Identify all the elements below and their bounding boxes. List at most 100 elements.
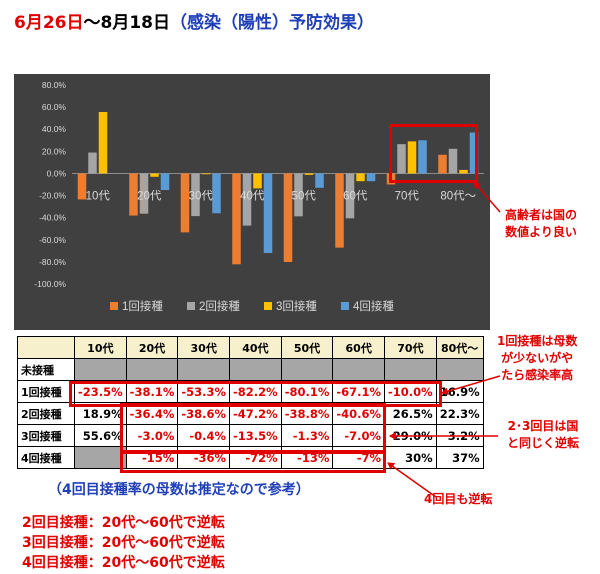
col-header: 30代 — [177, 336, 231, 359]
bar — [418, 140, 427, 174]
bar — [150, 173, 159, 177]
bar — [263, 173, 273, 254]
bar — [366, 173, 376, 182]
table-cell: 29.0% — [384, 424, 437, 447]
title-date-end: ～8月18日 — [83, 13, 171, 33]
callout-second-third-line-1: 2･3回目は国 — [507, 419, 579, 433]
bar — [356, 173, 365, 182]
callout-first-line-2: が少ないがや — [501, 351, 574, 365]
table-row: 2回接種 18.9% -36.4% -38.6% -47.2% -38.8% -… — [17, 402, 484, 425]
table-cell: -36.4% — [125, 402, 179, 425]
bar — [407, 141, 417, 174]
table-cell: -23.5% — [74, 380, 127, 403]
page-title: 6月26日～8月18日（感染（陽性）予防効果） — [14, 8, 374, 33]
callout-second-third: 2･3回目は国 と同じく逆転 — [507, 418, 579, 452]
table-corner — [17, 336, 75, 359]
bar — [304, 173, 314, 175]
table-cell: -80.1% — [280, 380, 334, 403]
table-row: 未接種 — [17, 358, 484, 381]
col-header: 50代 — [280, 336, 334, 359]
y-tick-label: 20.0% — [42, 146, 67, 156]
table-row: 1回接種 -23.5% -38.1% -53.3% -82.2% -80.1% … — [17, 380, 484, 403]
legend-label: 2回接種 — [199, 299, 240, 313]
bar — [253, 173, 262, 189]
bar — [98, 111, 108, 174]
table-cell: -67.1% — [332, 380, 386, 403]
row-label: 4回接種 — [17, 446, 75, 469]
table-cell: 30% — [384, 446, 437, 469]
x-tick-label: 20代 — [137, 189, 162, 202]
bar — [232, 173, 241, 265]
bar — [88, 152, 97, 174]
table-cell — [125, 358, 179, 381]
table-cell: -38.8% — [280, 402, 334, 425]
x-tick-label: 50代 — [292, 189, 317, 202]
table-cell: 37% — [435, 446, 484, 469]
bar — [397, 144, 406, 174]
table-cell: -0.4% — [177, 424, 231, 447]
row-label: 3回接種 — [17, 424, 75, 447]
note-text: （4回目接種率の母数は推定なので参考） — [48, 482, 310, 498]
table-cell: -13.5% — [229, 424, 282, 447]
y-tick-label: 40.0% — [42, 124, 67, 134]
table-cell — [384, 358, 437, 381]
table-cell: -15% — [125, 446, 179, 469]
row-label: 未接種 — [17, 358, 75, 381]
bar — [438, 154, 447, 174]
callout-elderly: 高齢者は国の 数値より良い — [505, 207, 577, 241]
legend-swatch — [187, 302, 195, 310]
x-tick-label: 10代 — [86, 189, 111, 202]
x-tick-label: 40代 — [240, 189, 265, 202]
bar — [448, 148, 458, 174]
col-header: 10代 — [74, 336, 127, 359]
col-header: 20代 — [125, 336, 179, 359]
callout-fourth: 4回目も逆転 — [424, 492, 493, 506]
bar — [212, 173, 221, 214]
bar — [345, 173, 355, 219]
bar — [180, 173, 190, 233]
table-cell: -3.0% — [125, 424, 179, 447]
table-cell: -82.2% — [229, 380, 282, 403]
table-cell — [280, 358, 334, 381]
y-tick-label: 80.0% — [42, 80, 67, 90]
x-tick-label: 30代 — [189, 189, 214, 202]
bar-chart: 80.0% 60.0% 40.0% 20.0% 0.0% -20.0% -40.0% -60.… — [14, 74, 490, 330]
row-label: 1回接種 — [17, 380, 75, 403]
legend-swatch — [110, 302, 118, 310]
y-tick-label: 0.0% — [47, 168, 67, 178]
row-label: 2回接種 — [17, 402, 75, 425]
table-row: 3回接種 55.6% -3.0% -0.4% -13.5% -1.3% -7.0… — [17, 424, 484, 447]
y-tick-label: -20.0% — [39, 191, 66, 201]
bar — [335, 173, 344, 248]
bar — [294, 173, 303, 217]
callout-first-line-1: 1回接種は母数 — [497, 334, 578, 348]
legend-label: 4回接種 — [353, 299, 394, 313]
bar — [459, 169, 468, 174]
bar — [386, 173, 396, 185]
bar — [315, 173, 324, 188]
col-header: 80代～ — [435, 336, 484, 359]
x-tick-label: 60代 — [343, 189, 368, 202]
legend-swatch — [341, 302, 349, 310]
table-cell: -1.3% — [280, 424, 334, 447]
table-cell: -38.6% — [177, 402, 231, 425]
x-tick-label: 70代 — [395, 189, 420, 202]
callout-elderly-line-2: 数値より良い — [505, 225, 577, 239]
bar — [77, 173, 87, 200]
callout-first-line-3: たら感染率高 — [501, 368, 574, 382]
col-header: 70代 — [384, 336, 437, 359]
table-cell — [332, 358, 386, 381]
x-tick-label: 80代～ — [440, 189, 476, 202]
callout-elderly-line-1: 高齢者は国の — [505, 208, 578, 222]
y-tick-label: -80.0% — [39, 257, 66, 267]
table-cell: 22.3% — [435, 402, 484, 425]
bar — [283, 173, 293, 262]
table-cell: -13% — [280, 446, 334, 469]
chart-background — [14, 74, 490, 330]
bar — [139, 173, 149, 214]
summary-line-1: 2回目接種：20代～60代で逆転 — [22, 515, 225, 531]
table-cell — [229, 358, 282, 381]
table-cell: -72% — [229, 446, 282, 469]
table-cell: -7.0% — [332, 424, 386, 447]
bar — [201, 173, 211, 175]
